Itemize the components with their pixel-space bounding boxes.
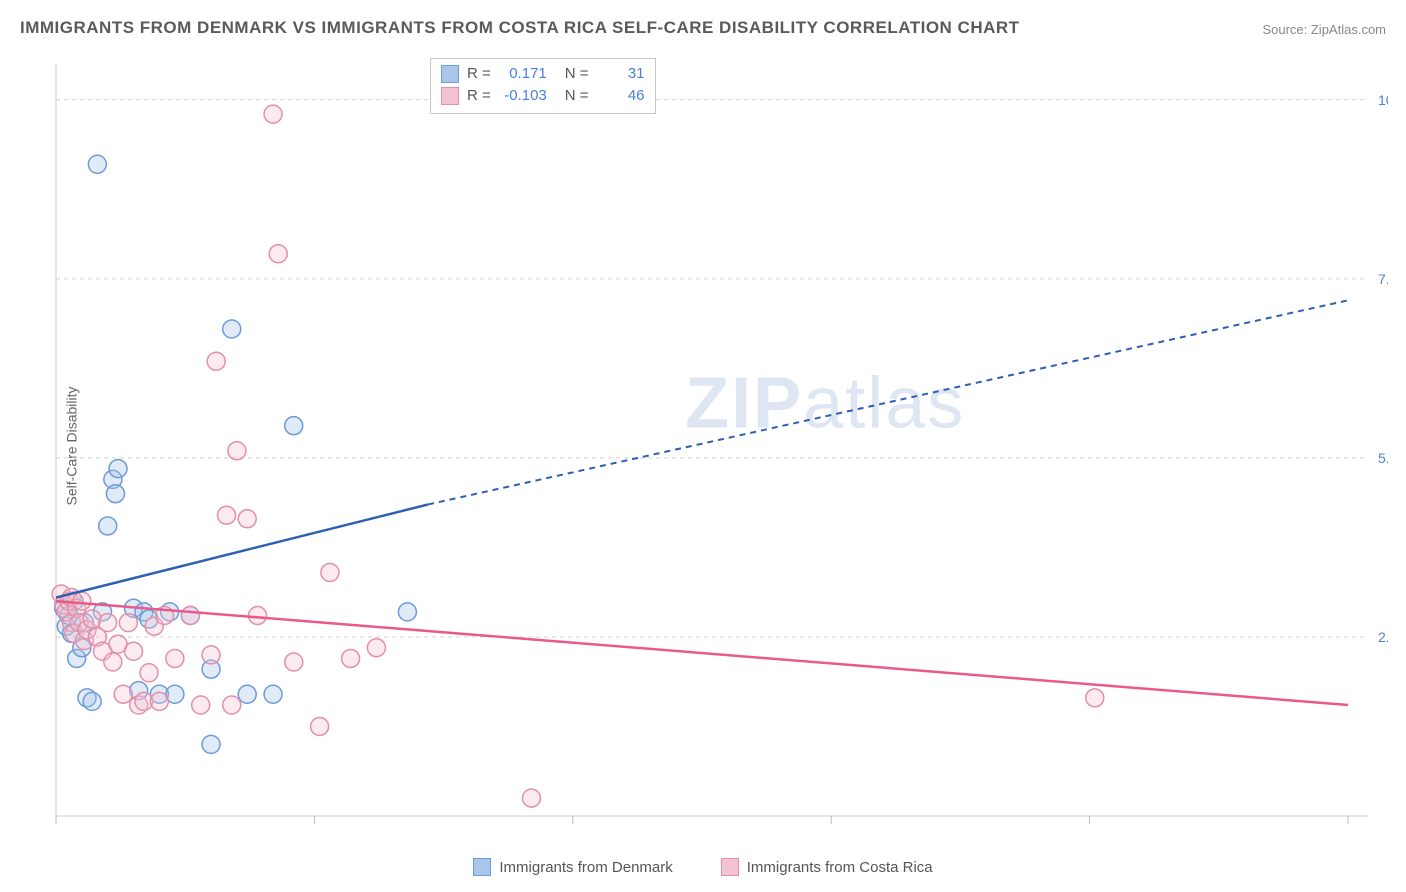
data-point (398, 603, 416, 621)
data-point (99, 614, 117, 632)
data-point (238, 685, 256, 703)
data-point (150, 692, 168, 710)
series-swatch (441, 65, 459, 83)
svg-text:5.0%: 5.0% (1378, 450, 1388, 466)
data-point (207, 352, 225, 370)
svg-text:2.5%: 2.5% (1378, 629, 1388, 645)
svg-text:ZIPatlas: ZIPatlas (685, 363, 965, 443)
data-point (166, 649, 184, 667)
svg-text:10.0%: 10.0% (1378, 92, 1388, 108)
data-point (83, 692, 101, 710)
r-label: R = (467, 63, 491, 85)
series-swatch (473, 858, 491, 876)
data-point (140, 664, 158, 682)
r-label: R = (467, 85, 491, 107)
legend-item: Immigrants from Costa Rica (721, 858, 933, 876)
source-attribution: Source: ZipAtlas.com (1262, 22, 1386, 37)
data-point (109, 460, 127, 478)
stats-row: R = -0.103 N = 46 (441, 85, 645, 107)
chart-title: IMMIGRANTS FROM DENMARK VS IMMIGRANTS FR… (20, 18, 1020, 38)
data-point (249, 606, 267, 624)
stats-row: R = 0.171 N = 31 (441, 63, 645, 85)
legend-label: Immigrants from Costa Rica (747, 859, 933, 876)
legend-item: Immigrants from Denmark (473, 858, 672, 876)
n-value: 46 (597, 85, 645, 107)
data-point (321, 563, 339, 581)
data-point (367, 639, 385, 657)
scatter-chart: 2.5%5.0%7.5%10.0%0.0%25.0%ZIPatlas (48, 56, 1388, 846)
data-point (264, 105, 282, 123)
data-point (342, 649, 360, 667)
data-point (1086, 689, 1104, 707)
n-label: N = (565, 85, 589, 107)
data-point (202, 646, 220, 664)
series-swatch (721, 858, 739, 876)
data-point (73, 592, 91, 610)
series-swatch (441, 87, 459, 105)
data-point (269, 245, 287, 263)
data-point (106, 485, 124, 503)
data-point (223, 696, 241, 714)
data-point (522, 789, 540, 807)
plot-area: 2.5%5.0%7.5%10.0%0.0%25.0%ZIPatlas (48, 56, 1388, 846)
data-point (104, 653, 122, 671)
data-point (311, 717, 329, 735)
data-point (99, 517, 117, 535)
data-point (181, 606, 199, 624)
n-label: N = (565, 63, 589, 85)
data-point (218, 506, 236, 524)
data-point (285, 417, 303, 435)
data-point (125, 642, 143, 660)
data-point (119, 614, 137, 632)
data-point (223, 320, 241, 338)
data-point (192, 696, 210, 714)
data-point (285, 653, 303, 671)
data-point (228, 442, 246, 460)
correlation-stats-box: R = 0.171 N = 31 R = -0.103 N = 46 (430, 58, 656, 114)
data-point (238, 510, 256, 528)
data-point (88, 155, 106, 173)
r-value: -0.103 (499, 85, 547, 107)
data-point (114, 685, 132, 703)
r-value: 0.171 (499, 63, 547, 85)
n-value: 31 (597, 63, 645, 85)
series-legend: Immigrants from Denmark Immigrants from C… (0, 858, 1406, 876)
legend-label: Immigrants from Denmark (499, 859, 672, 876)
data-point (264, 685, 282, 703)
data-point (202, 735, 220, 753)
svg-text:7.5%: 7.5% (1378, 271, 1388, 287)
